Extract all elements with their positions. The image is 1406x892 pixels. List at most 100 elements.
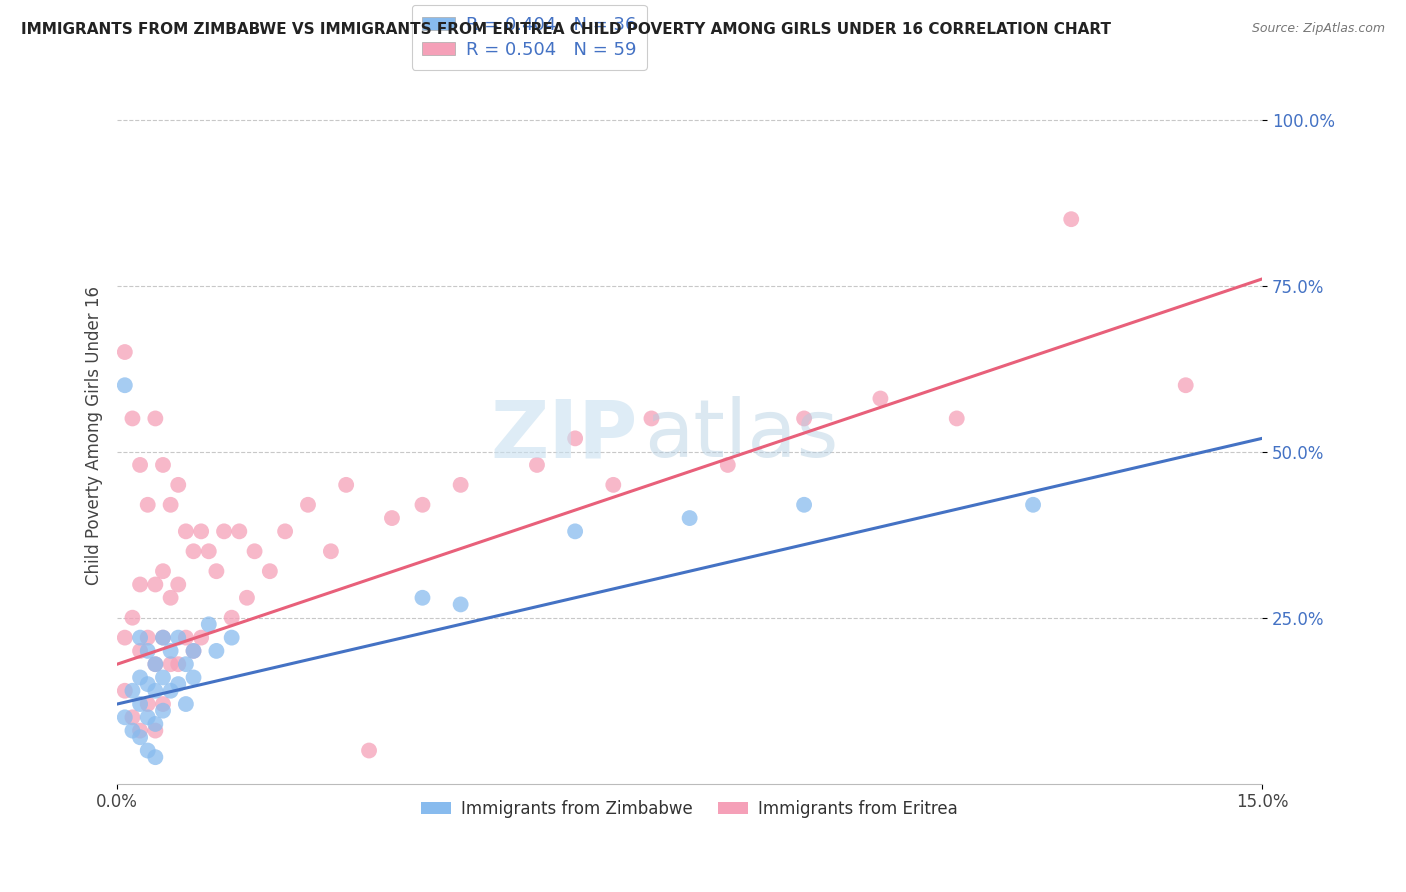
Point	[357, 743, 380, 757]
Point	[121, 610, 143, 624]
Point	[564, 431, 586, 445]
Point	[129, 577, 152, 591]
Point	[793, 498, 815, 512]
Point	[136, 644, 159, 658]
Point	[717, 458, 740, 472]
Point	[152, 697, 174, 711]
Point	[335, 478, 357, 492]
Point	[205, 644, 228, 658]
Point	[121, 411, 143, 425]
Point	[640, 411, 662, 425]
Point	[526, 458, 548, 472]
Point	[381, 511, 404, 525]
Point	[121, 710, 143, 724]
Text: ZIP: ZIP	[491, 396, 638, 474]
Point	[136, 697, 159, 711]
Text: IMMIGRANTS FROM ZIMBABWE VS IMMIGRANTS FROM ERITREA CHILD POVERTY AMONG GIRLS UN: IMMIGRANTS FROM ZIMBABWE VS IMMIGRANTS F…	[21, 22, 1111, 37]
Point	[174, 524, 197, 539]
Point	[183, 670, 205, 684]
Point	[136, 677, 159, 691]
Point	[602, 478, 624, 492]
Point	[259, 564, 281, 578]
Point	[319, 544, 342, 558]
Point	[411, 498, 433, 512]
Point	[143, 683, 166, 698]
Point	[159, 591, 181, 605]
Point	[114, 378, 136, 392]
Point	[152, 458, 174, 472]
Point	[869, 392, 891, 406]
Legend: Immigrants from Zimbabwe, Immigrants from Eritrea: Immigrants from Zimbabwe, Immigrants fro…	[415, 793, 965, 824]
Point	[159, 498, 181, 512]
Point	[143, 411, 166, 425]
Point	[221, 610, 243, 624]
Point	[129, 631, 152, 645]
Text: atlas: atlas	[644, 396, 838, 474]
Point	[136, 631, 159, 645]
Point	[152, 631, 174, 645]
Point	[167, 677, 190, 691]
Point	[129, 731, 152, 745]
Point	[236, 591, 259, 605]
Point	[183, 644, 205, 658]
Point	[143, 750, 166, 764]
Point	[152, 704, 174, 718]
Point	[114, 345, 136, 359]
Point	[136, 498, 159, 512]
Point	[129, 458, 152, 472]
Point	[143, 717, 166, 731]
Point	[221, 631, 243, 645]
Point	[143, 657, 166, 672]
Point	[945, 411, 967, 425]
Point	[793, 411, 815, 425]
Point	[114, 710, 136, 724]
Point	[143, 723, 166, 738]
Point	[450, 598, 472, 612]
Point	[114, 683, 136, 698]
Point	[129, 697, 152, 711]
Point	[274, 524, 297, 539]
Point	[114, 631, 136, 645]
Point	[678, 511, 700, 525]
Point	[159, 657, 181, 672]
Point	[159, 683, 181, 698]
Point	[411, 591, 433, 605]
Point	[183, 544, 205, 558]
Point	[167, 657, 190, 672]
Point	[152, 670, 174, 684]
Point	[174, 657, 197, 672]
Point	[143, 577, 166, 591]
Point	[450, 478, 472, 492]
Y-axis label: Child Poverty Among Girls Under 16: Child Poverty Among Girls Under 16	[86, 285, 103, 584]
Point	[121, 683, 143, 698]
Point	[129, 670, 152, 684]
Point	[136, 743, 159, 757]
Point	[190, 524, 212, 539]
Point	[174, 631, 197, 645]
Point	[243, 544, 266, 558]
Point	[1060, 212, 1083, 227]
Point	[129, 723, 152, 738]
Point	[167, 577, 190, 591]
Point	[152, 631, 174, 645]
Point	[228, 524, 250, 539]
Point	[297, 498, 319, 512]
Point	[167, 631, 190, 645]
Point	[167, 478, 190, 492]
Point	[190, 631, 212, 645]
Point	[197, 617, 219, 632]
Text: Source: ZipAtlas.com: Source: ZipAtlas.com	[1251, 22, 1385, 36]
Point	[174, 697, 197, 711]
Point	[143, 657, 166, 672]
Point	[136, 710, 159, 724]
Point	[129, 644, 152, 658]
Point	[121, 723, 143, 738]
Point	[183, 644, 205, 658]
Point	[159, 644, 181, 658]
Point	[1022, 498, 1045, 512]
Point	[212, 524, 235, 539]
Point	[152, 564, 174, 578]
Point	[197, 544, 219, 558]
Point	[564, 524, 586, 539]
Point	[1174, 378, 1197, 392]
